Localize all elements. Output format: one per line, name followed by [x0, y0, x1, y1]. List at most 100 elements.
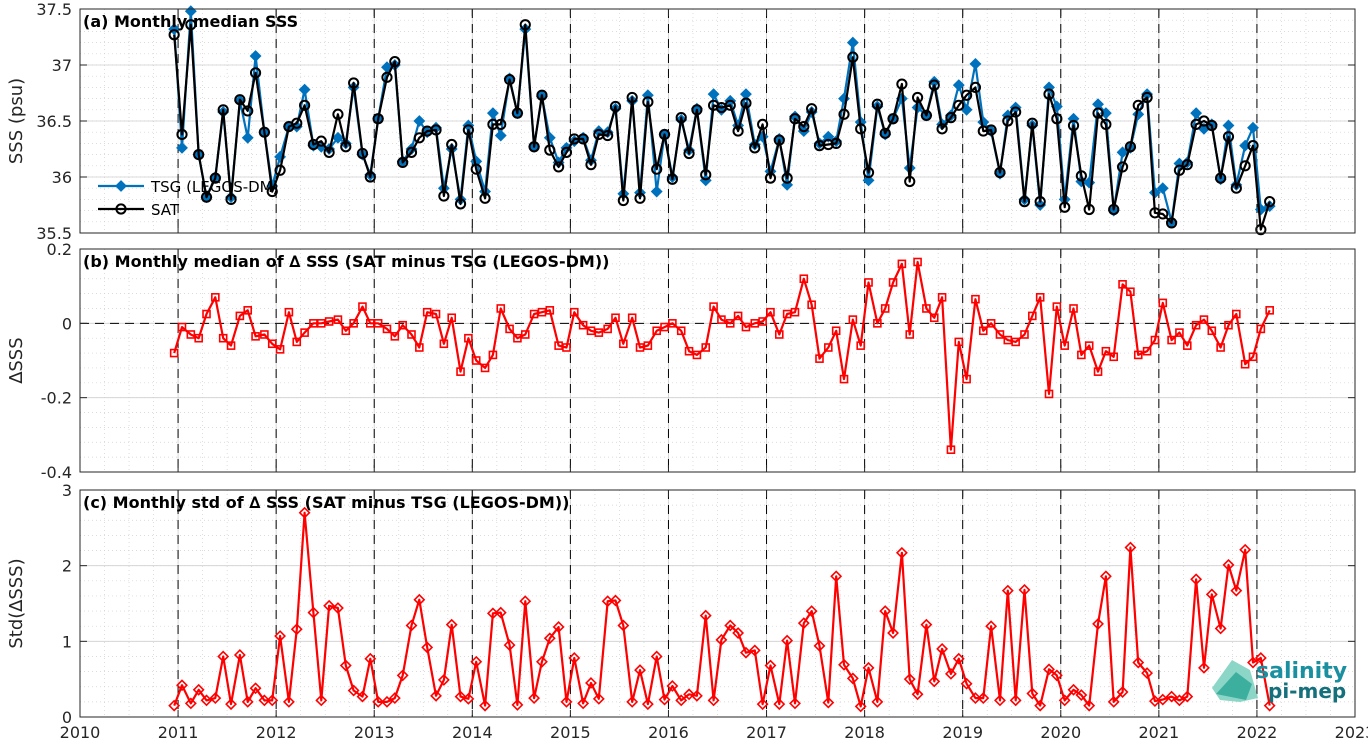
data-point — [611, 313, 620, 323]
y-tick-label: 0 — [62, 708, 72, 727]
data-point — [896, 78, 908, 90]
data-point — [364, 652, 377, 665]
data-point — [887, 627, 899, 639]
data-point — [952, 652, 965, 665]
data-point — [249, 67, 262, 79]
data-point — [266, 694, 279, 707]
data-point — [920, 618, 933, 631]
legend-label-tsg: TSG (LEGOS-DM) — [150, 178, 278, 196]
data-point — [707, 694, 720, 707]
data-point — [356, 147, 369, 160]
data-point — [871, 695, 884, 708]
data-point — [1206, 119, 1218, 132]
data-point — [962, 374, 971, 384]
data-point — [1264, 196, 1276, 208]
data-point — [1150, 335, 1160, 345]
data-point — [799, 274, 809, 284]
data-point — [822, 130, 835, 143]
series-line — [173, 23, 1271, 231]
data-point — [733, 311, 743, 321]
data-point — [389, 56, 401, 68]
y-tick-label: 3 — [62, 481, 72, 500]
data-point — [717, 315, 726, 324]
data-point — [430, 124, 442, 136]
data-point — [307, 606, 320, 619]
data-point — [495, 118, 507, 130]
data-point — [309, 319, 318, 328]
data-point — [658, 128, 671, 141]
data-point — [1181, 690, 1194, 703]
y-tick-label: 0.2 — [47, 240, 72, 259]
data-point — [969, 692, 982, 705]
data-point — [217, 650, 230, 663]
data-point — [911, 688, 924, 701]
data-point — [690, 689, 703, 702]
data-point — [1222, 558, 1235, 571]
data-point — [936, 642, 949, 655]
data-point — [462, 692, 475, 705]
y-axis-label: Std(∆SSS) — [6, 558, 27, 648]
logo-text: salinity — [1256, 659, 1347, 684]
data-point — [715, 633, 728, 646]
data-point — [315, 694, 328, 707]
data-point — [332, 602, 344, 614]
data-point — [274, 164, 286, 176]
data-point — [266, 185, 278, 198]
data-point — [347, 684, 360, 697]
data-point — [1239, 160, 1251, 172]
data-point — [773, 134, 785, 146]
data-point — [258, 126, 270, 138]
panel-title: (a) Monthly median SSS — [83, 12, 298, 31]
data-point — [1255, 224, 1267, 236]
data-point — [928, 675, 941, 688]
data-point — [1010, 106, 1022, 118]
data-point — [194, 333, 203, 343]
data-point — [1190, 107, 1203, 120]
data-point — [217, 104, 229, 116]
data-point — [592, 692, 605, 705]
data-point — [290, 623, 303, 636]
data-point — [552, 621, 565, 633]
data-point — [332, 131, 344, 144]
data-point — [586, 326, 596, 336]
x-tick-label: 2013 — [354, 723, 395, 742]
data-point — [445, 618, 458, 631]
data-point — [1167, 335, 1176, 345]
data-point — [813, 639, 826, 652]
data-point — [920, 109, 933, 122]
data-point — [1214, 622, 1227, 635]
data-point — [1158, 298, 1168, 308]
data-point — [356, 690, 369, 703]
data-point — [249, 682, 262, 695]
data-point — [528, 692, 541, 705]
data-point — [1124, 541, 1137, 554]
logo-wave-icon — [1216, 672, 1252, 700]
data-point — [348, 77, 360, 89]
x-tick-label: 2023 — [1335, 723, 1368, 742]
data-point — [243, 306, 253, 315]
data-point — [774, 330, 784, 339]
data-point — [619, 339, 628, 349]
data-point — [879, 128, 892, 141]
data-point — [887, 113, 899, 125]
data-point — [1044, 389, 1054, 399]
data-point — [1230, 182, 1242, 194]
data-point — [707, 88, 720, 101]
data-point — [969, 81, 982, 94]
data-point — [585, 677, 597, 689]
data-point — [822, 138, 834, 151]
x-tick-label: 2018 — [844, 723, 885, 742]
data-point — [544, 144, 556, 156]
data-point — [1107, 695, 1120, 708]
data-point — [249, 50, 262, 62]
data-point — [496, 304, 506, 313]
data-point — [341, 326, 351, 336]
data-point — [316, 319, 326, 328]
data-point — [652, 326, 661, 336]
data-point — [1083, 203, 1095, 216]
data-point — [1050, 669, 1063, 682]
data-point — [928, 79, 940, 91]
panel-2: -0.4 -0.2 0 0.2 ∆SSS (b) Monthly median of ∆ … — [6, 240, 1356, 482]
data-point — [366, 319, 375, 328]
data-point — [480, 363, 490, 373]
